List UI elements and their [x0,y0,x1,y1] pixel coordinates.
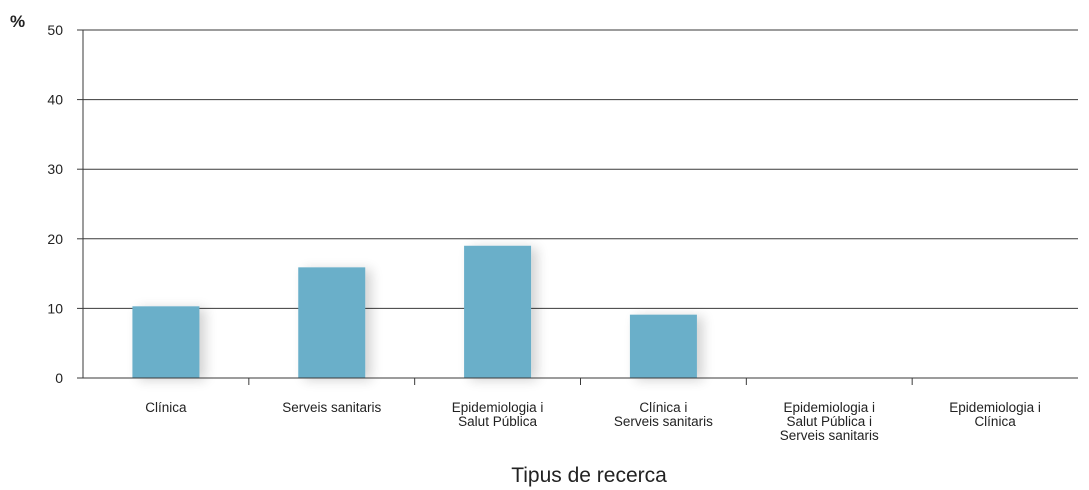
axes [77,29,1078,385]
y-tick-label: 10 [47,300,63,316]
x-tick-labels: Clínica Serveis sanitaris Epidemiologia iS… [145,400,1041,443]
x-tick-label: Salut Pública [458,414,537,429]
x-tick-label: Serveis sanitaris [282,400,381,415]
x-tick-label: Clínica [974,414,1016,429]
x-axis-label: Tipus de recerca [511,464,667,487]
y-tick-label: 30 [47,161,63,177]
y-tick-label: 50 [47,22,63,38]
y-tick-labels: 0 10 20 30 40 50 [47,22,63,386]
bar [298,267,366,378]
x-tick-label: Serveis sanitaris [614,414,713,429]
y-tick-label: 20 [47,231,63,247]
y-tick-label: 40 [47,92,63,108]
bar [629,314,697,378]
bar [132,306,200,378]
x-tick-label: Clínica i [639,400,687,415]
x-tick-label: Clínica [145,400,187,415]
x-tick-label: Epidemiologia i [452,400,544,415]
y-axis-label: % [10,12,25,31]
x-tick-label: Salut Pública i [786,414,872,429]
gridlines [83,29,1078,309]
x-tick-label: Epidemiologia i [949,400,1041,415]
x-tick-label: Serveis sanitaris [780,428,879,443]
bars [132,245,697,378]
bar [464,245,532,378]
y-tick-label: 0 [55,370,63,386]
x-tick-label: Epidemiologia i [783,400,875,415]
